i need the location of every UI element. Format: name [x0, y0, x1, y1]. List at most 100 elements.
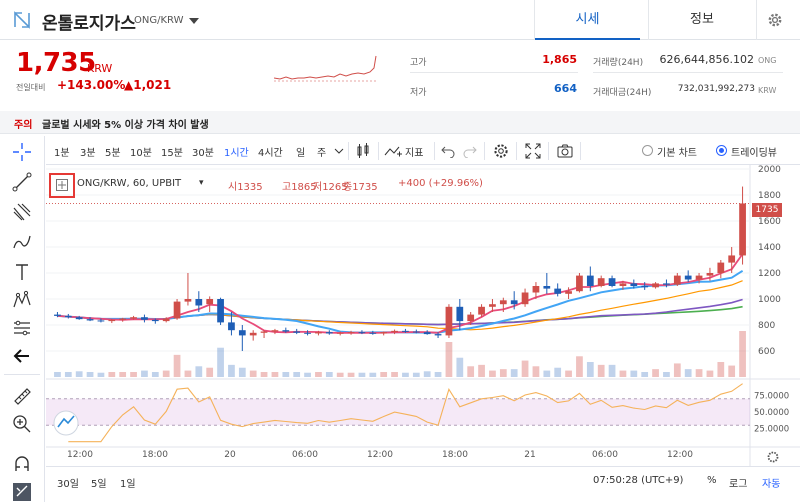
candle-body [706, 273, 714, 276]
volume-bar [739, 331, 746, 377]
interval-30m[interactable]: 30분 [192, 148, 214, 159]
candle-body [641, 286, 649, 288]
magnet-icon[interactable] [10, 452, 34, 476]
crosshair-icon[interactable] [10, 140, 34, 164]
volume-bar [521, 360, 529, 377]
candle-body [478, 306, 485, 315]
time-axis-tick: 21 [524, 450, 535, 460]
interval-day[interactable]: 일 [296, 148, 306, 159]
range-5d[interactable]: 5일 [91, 479, 107, 490]
gear-icon[interactable] [766, 11, 784, 29]
fib-tool-icon[interactable] [10, 200, 34, 224]
indicator-icon[interactable] [384, 143, 402, 159]
fullscreen-icon[interactable] [524, 142, 542, 160]
legend-symbol[interactable]: ONG/KRW, 60, UPBIT [77, 178, 182, 189]
divider [434, 142, 435, 160]
drawing-toolbar [0, 136, 45, 502]
interval-week[interactable]: 주 [317, 148, 327, 159]
tradingview-logo-mark [57, 415, 75, 428]
volume-bar [717, 362, 725, 377]
candle-body [499, 300, 507, 305]
indicators-button[interactable]: 지표 [405, 148, 424, 159]
collapse-legend-icon[interactable] [56, 179, 68, 191]
candle-body [586, 275, 594, 286]
candle-body [673, 275, 681, 285]
tradingview-radio[interactable] [716, 145, 727, 156]
candle-body [75, 317, 83, 320]
volume-bar [184, 370, 192, 377]
legend-toggle-button[interactable] [49, 173, 75, 198]
interval-5m[interactable]: 5분 [105, 148, 121, 159]
interval-4h[interactable]: 4시간 [258, 148, 283, 159]
candle-body [380, 332, 388, 334]
volume-bar [173, 354, 181, 377]
mini-price-chart [274, 52, 378, 88]
volume-bar [336, 372, 344, 377]
candle-body [565, 291, 572, 294]
change-percent: +143.00% [57, 78, 126, 92]
brush-icon[interactable] [10, 230, 34, 254]
candle-body [86, 319, 94, 321]
trend-line-icon[interactable] [10, 170, 34, 194]
candle-type-icon[interactable] [354, 142, 372, 160]
volume-bar [706, 370, 714, 377]
text-tool-icon[interactable] [10, 260, 34, 284]
volume-bar [499, 369, 507, 377]
interval-3m[interactable]: 3분 [80, 148, 96, 159]
candle-body [304, 332, 311, 334]
log-toggle[interactable]: 로그 [729, 479, 748, 490]
price-chart[interactable]: 2000 1800 1600 1400 1200 1000 800 600 75.0000 50.… [46, 165, 800, 502]
interval-15m[interactable]: 15분 [161, 148, 183, 159]
ruler-icon[interactable] [10, 384, 34, 408]
camera-icon[interactable] [556, 142, 574, 160]
price-axis-tick: 600 [758, 347, 775, 357]
volume-bar [347, 372, 355, 377]
basic-chart-radio[interactable] [642, 145, 653, 156]
volume-bar [456, 357, 464, 377]
candle-body [260, 331, 268, 333]
chevron-down-icon[interactable]: ▾ [199, 178, 204, 188]
header: 온톨로지가스 ONG/KRW 시세 정보 [0, 0, 800, 40]
percent-toggle[interactable]: % [707, 475, 717, 486]
candle-body [445, 306, 453, 336]
market-pair[interactable]: ONG/KRW [134, 15, 184, 26]
candle-body [162, 318, 170, 322]
axis-settings-icon [767, 451, 779, 463]
candle-body [249, 332, 257, 336]
volume-bar [565, 370, 572, 377]
volume-value: 626,644,856.102 [659, 53, 754, 66]
interval-1m[interactable]: 1분 [54, 148, 70, 159]
redo-icon[interactable] [462, 144, 478, 158]
range-30d[interactable]: 30일 [57, 479, 79, 490]
candle-body [619, 283, 627, 286]
basic-chart-label[interactable]: 기본 차트 [657, 148, 697, 159]
volume-bar [543, 370, 551, 377]
prediction-tool-icon[interactable] [10, 316, 34, 340]
range-1d[interactable]: 1일 [120, 479, 136, 490]
time-axis-tick: 12:00 [667, 450, 693, 460]
tradingview-label[interactable]: 트레이딩뷰 [731, 148, 777, 159]
interval-1h[interactable]: 1시간 [224, 148, 249, 159]
pattern-tool-icon[interactable] [10, 288, 34, 312]
volume-bar [369, 372, 377, 377]
current-price: 1,735 [16, 48, 96, 78]
tab-info[interactable]: 정보 [690, 12, 714, 27]
candle-body [467, 314, 475, 322]
chevron-down-icon[interactable] [189, 18, 199, 24]
candle-body [184, 299, 192, 302]
tab-price[interactable]: 시세 [535, 0, 640, 40]
zoom-in-icon[interactable] [10, 412, 34, 436]
interval-10m[interactable]: 10분 [130, 148, 152, 159]
auto-toggle[interactable]: 자동 [762, 479, 781, 490]
rsi-axis-tick: 50.0000 [754, 408, 789, 418]
hide-drawings-icon[interactable] [10, 478, 34, 502]
rsi-line [68, 383, 743, 443]
candle-body [521, 292, 529, 305]
chevron-down-icon[interactable] [334, 147, 344, 155]
volume-bar [75, 371, 83, 377]
arrow-left-icon[interactable] [10, 344, 34, 368]
time-axis-tick: 06:00 [292, 450, 318, 460]
volume-bar [54, 372, 61, 377]
settings-icon[interactable] [492, 142, 510, 160]
undo-icon[interactable] [440, 144, 456, 158]
